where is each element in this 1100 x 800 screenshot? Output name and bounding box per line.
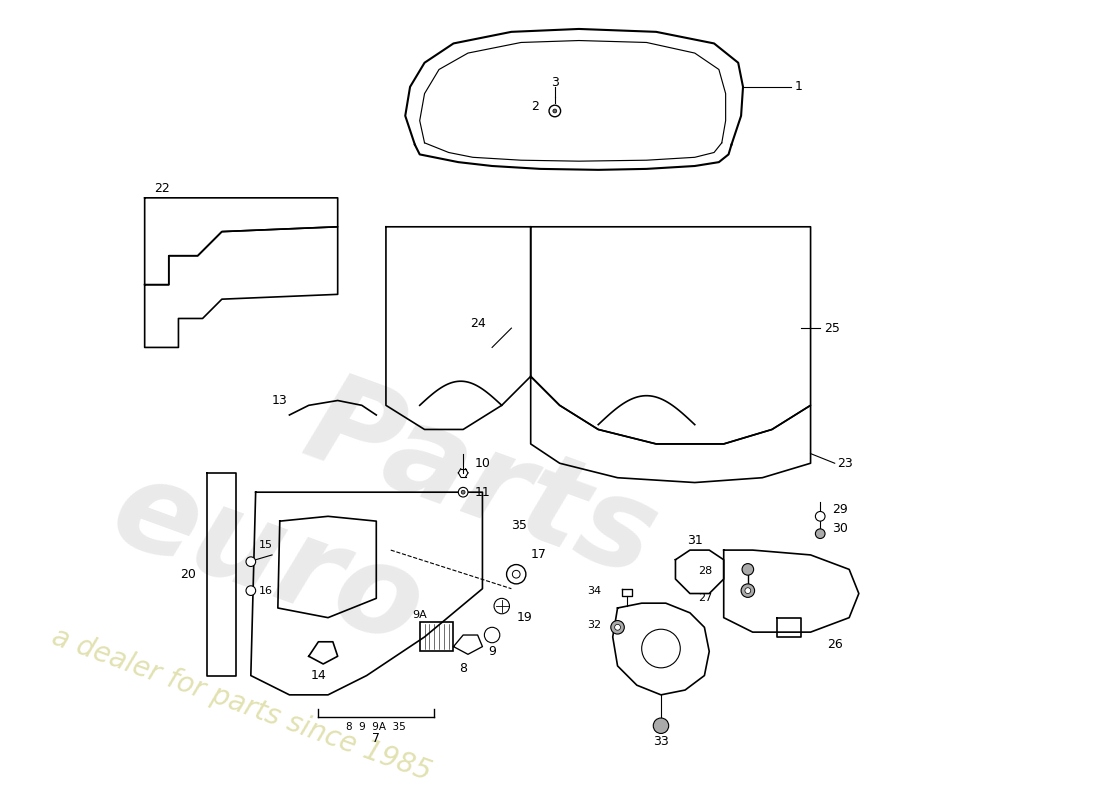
Text: 8: 8 — [459, 662, 468, 675]
Text: 15: 15 — [258, 540, 273, 550]
Circle shape — [741, 584, 755, 598]
Text: 25: 25 — [824, 322, 840, 334]
Circle shape — [745, 588, 750, 594]
Text: 27: 27 — [697, 594, 712, 603]
Text: euro: euro — [97, 448, 440, 671]
Text: 30: 30 — [832, 522, 848, 535]
Circle shape — [549, 105, 561, 117]
Text: 2: 2 — [530, 100, 539, 113]
Circle shape — [246, 557, 255, 566]
Text: 9A: 9A — [412, 610, 427, 620]
Circle shape — [742, 564, 754, 575]
Circle shape — [815, 529, 825, 538]
Text: 35: 35 — [512, 519, 527, 533]
Text: 34: 34 — [587, 586, 601, 596]
Circle shape — [553, 109, 557, 113]
Text: 26: 26 — [827, 638, 843, 651]
Text: 17: 17 — [530, 549, 547, 562]
Text: 33: 33 — [653, 734, 669, 748]
Text: 8  9  9A  35: 8 9 9A 35 — [346, 722, 406, 732]
Text: 31: 31 — [686, 534, 703, 547]
Circle shape — [484, 627, 499, 642]
Text: 9: 9 — [488, 645, 496, 658]
Text: 20: 20 — [180, 568, 196, 581]
Text: a dealer for parts since 1985: a dealer for parts since 1985 — [48, 622, 436, 786]
Text: 11: 11 — [475, 486, 491, 498]
Text: 19: 19 — [516, 611, 532, 624]
Text: 23: 23 — [837, 457, 854, 470]
Text: Parts: Parts — [289, 363, 672, 602]
Circle shape — [653, 718, 669, 734]
Text: 22: 22 — [154, 182, 169, 194]
Circle shape — [815, 511, 825, 521]
Text: 16: 16 — [258, 586, 273, 596]
Text: 1: 1 — [795, 80, 803, 94]
Text: 7: 7 — [372, 732, 381, 745]
Circle shape — [461, 490, 465, 494]
Text: 10: 10 — [475, 457, 491, 470]
Circle shape — [610, 621, 625, 634]
Text: 29: 29 — [832, 503, 848, 516]
Text: 13: 13 — [272, 394, 288, 407]
Circle shape — [246, 586, 255, 595]
Text: 32: 32 — [587, 620, 601, 630]
Circle shape — [615, 625, 620, 630]
Text: 24: 24 — [470, 317, 485, 330]
Circle shape — [459, 487, 468, 497]
Text: 28: 28 — [697, 566, 712, 576]
Text: 14: 14 — [310, 669, 327, 682]
Text: 3: 3 — [551, 75, 559, 89]
